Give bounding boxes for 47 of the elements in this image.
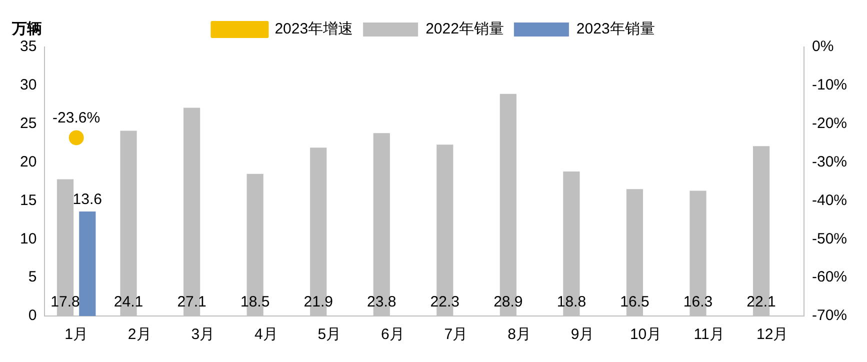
y-tick-label: 0 [28, 307, 37, 324]
y2-tick-label: -70% [812, 307, 848, 324]
bar [79, 211, 96, 316]
y2-tick-label: -60% [812, 268, 848, 286]
y-tick-label: 5 [28, 268, 37, 286]
x-tick-label: 10月 [630, 326, 662, 344]
y-tick-label: 15 [20, 192, 37, 209]
data-label: 16.3 [683, 294, 713, 311]
data-label: 27.1 [177, 294, 206, 311]
data-label: 22.3 [430, 294, 460, 311]
data-label: -23.6% [52, 109, 100, 126]
y-tick-label: 20 [20, 153, 37, 170]
legend-label: 2022年销量 [426, 20, 504, 38]
y-tick-label: 25 [20, 115, 37, 132]
legend-label: 2023年增速 [274, 20, 354, 38]
data-label: 28.9 [494, 294, 523, 311]
data-label: 13.6 [72, 191, 102, 208]
x-tick-label: 7月 [444, 326, 468, 344]
x-tick-label: 4月 [254, 326, 278, 344]
data-label: 17.8 [50, 294, 80, 311]
data-label: 22.1 [746, 294, 776, 311]
data-label: 18.5 [240, 294, 270, 311]
x-tick-label: 3月 [191, 326, 215, 344]
data-label: 23.8 [367, 294, 396, 311]
data-label: 16.5 [620, 294, 650, 311]
data-label: 21.9 [304, 294, 333, 311]
y-tick-label: 30 [20, 76, 37, 94]
y2-tick-label: -20% [812, 115, 848, 132]
y-tick-label: 10 [20, 230, 37, 248]
x-tick-label: 1月 [64, 326, 88, 344]
x-tick-label: 11月 [694, 326, 724, 344]
data-label: 24.1 [114, 294, 144, 311]
y2-tick-label: -40% [812, 192, 848, 209]
x-tick-label: 12月 [756, 326, 788, 344]
x-tick-label: 2月 [128, 326, 152, 344]
y2-tick-label: 0% [812, 38, 834, 56]
x-tick-label: 8月 [508, 326, 531, 344]
y2-tick-label: -50% [812, 230, 848, 248]
y2-tick-label: -10% [812, 76, 848, 94]
y-axis-title: 万辆 [11, 20, 42, 38]
y-tick-label: 35 [20, 38, 37, 56]
data-label: 18.8 [556, 294, 586, 311]
x-tick-label: 5月 [318, 326, 342, 344]
x-tick-label: 9月 [570, 326, 594, 344]
legend-label: 2023年销量 [576, 20, 655, 38]
y2-tick-label: -30% [812, 153, 848, 170]
x-tick-label: 6月 [381, 326, 404, 344]
